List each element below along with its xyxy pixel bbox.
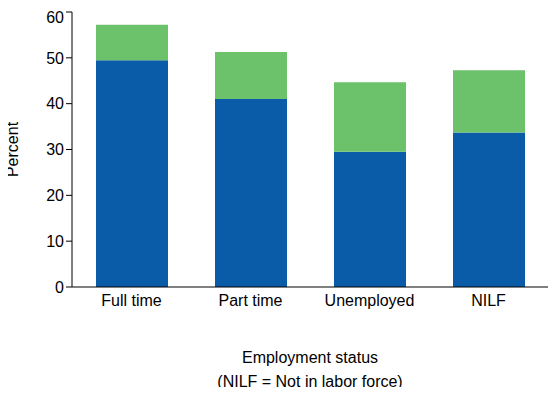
svg-text:30: 30 [46, 141, 64, 158]
svg-text:60: 60 [46, 9, 64, 26]
svg-text:Full time: Full time [101, 292, 162, 309]
svg-text:Unemployed: Unemployed [325, 292, 415, 309]
svg-text:10: 10 [46, 233, 64, 250]
svg-text:40: 40 [46, 95, 64, 112]
svg-text:0: 0 [55, 279, 64, 296]
svg-text:(NILF = Not in labor force): (NILF = Not in labor force) [217, 373, 402, 387]
svg-text:50: 50 [46, 50, 64, 67]
svg-text:NILF: NILF [471, 292, 506, 309]
svg-text:Part time: Part time [218, 292, 282, 309]
svg-text:Employment status: Employment status [242, 349, 378, 366]
svg-text:20: 20 [46, 187, 64, 204]
svg-text:Percent: Percent [8, 121, 21, 177]
